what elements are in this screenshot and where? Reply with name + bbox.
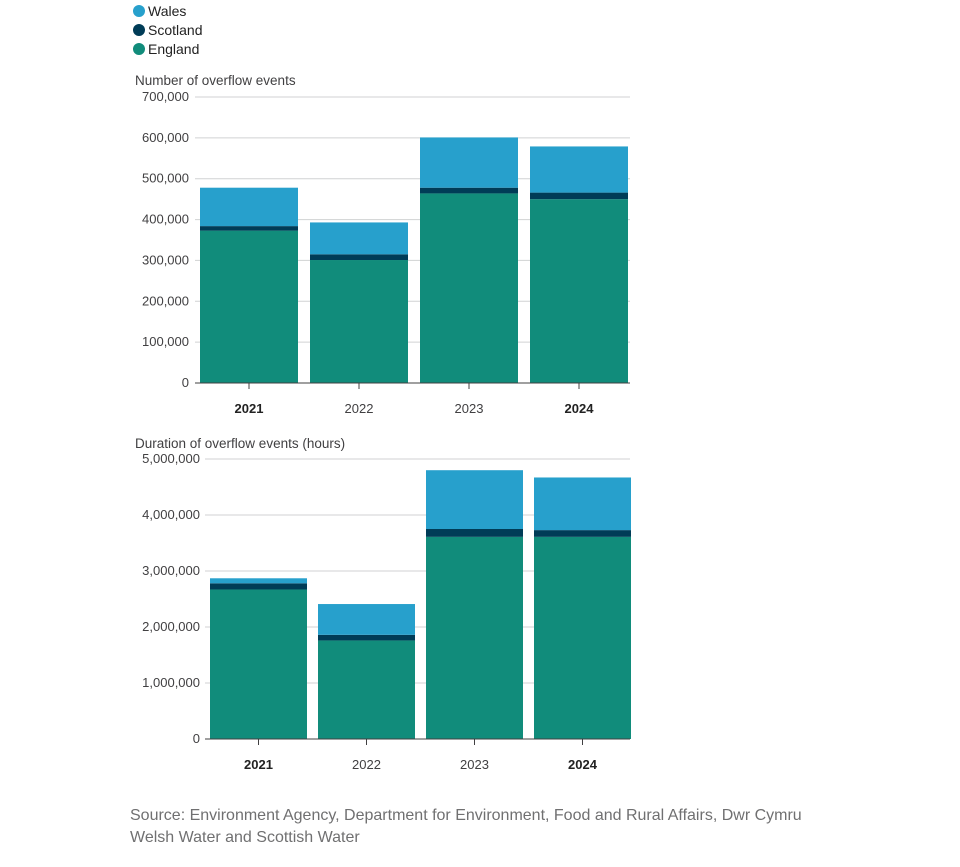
- bar-wales-2021: [210, 578, 307, 584]
- bar-england-2021: [200, 230, 298, 383]
- source-note: Source: Environment Agency, Department f…: [130, 807, 802, 846]
- bar-wales-2023: [426, 470, 523, 529]
- y-tick-label: 3,000,000: [142, 563, 200, 578]
- bar-england-2024: [530, 199, 628, 383]
- legend-item-scotland: Scotland: [133, 20, 202, 39]
- legend-item-wales: Wales: [133, 1, 202, 20]
- bar-england-2024: [534, 536, 631, 739]
- bar-wales-2023: [420, 137, 518, 188]
- y-tick-label: 500,000: [142, 171, 189, 186]
- bar-scotland-2022: [318, 634, 415, 641]
- y-tick-label: 1,000,000: [142, 675, 200, 690]
- bar-scotland-2021: [200, 226, 298, 231]
- bar-scotland-2022: [310, 254, 408, 261]
- bar-scotland-2023: [420, 187, 518, 194]
- legend-swatch-scotland: [133, 23, 145, 36]
- x-tick-label: 2024: [568, 757, 598, 772]
- y-tick-label: 4,000,000: [142, 507, 200, 522]
- chart-title-duration: Duration of overflow events (hours): [135, 436, 346, 451]
- bar-england-2023: [426, 536, 523, 739]
- bar-wales-2021: [200, 187, 298, 227]
- bar-england-2023: [420, 193, 518, 383]
- y-tick-label: 2,000,000: [142, 619, 200, 634]
- bar-england-2022: [310, 260, 408, 383]
- x-tick-label: 2024: [565, 401, 595, 416]
- x-tick-label: 2023: [455, 401, 484, 416]
- x-tick-label: 2021: [244, 757, 273, 772]
- y-tick-label: 300,000: [142, 252, 189, 267]
- y-tick-label: 700,000: [142, 89, 189, 104]
- y-tick-label: 100,000: [142, 334, 189, 349]
- legend-label-england: England: [148, 40, 200, 57]
- legend-item-england: England: [133, 39, 202, 58]
- duration-chart: 0 1,000,000 2,000,000 3,000,000 4,000,000 5,0…: [142, 451, 631, 772]
- y-tick-label: 0: [182, 375, 189, 390]
- bar-wales-2024: [530, 146, 628, 193]
- bar-scotland-2023: [426, 529, 523, 537]
- bar-england-2021: [210, 589, 307, 739]
- x-tick-label: 2023: [460, 757, 489, 772]
- y-tick-label: 200,000: [142, 293, 189, 308]
- bar-wales-2024: [534, 477, 631, 531]
- x-tick-label: 2022: [352, 757, 381, 772]
- chart-title-events: Number of overflow events: [135, 73, 296, 88]
- x-tick-label: 2021: [235, 401, 264, 416]
- bar-wales-2022: [318, 604, 415, 635]
- legend-swatch-wales: [133, 4, 145, 17]
- y-tick-label: 600,000: [142, 130, 189, 145]
- bar-wales-2022: [310, 222, 408, 255]
- bar-scotland-2024: [530, 192, 628, 200]
- bar-scotland-2021: [210, 583, 307, 590]
- y-tick-label: 5,000,000: [142, 451, 200, 466]
- bar-scotland-2024: [534, 530, 631, 537]
- x-tick-label: 2022: [345, 401, 374, 416]
- events-chart: 0 100,000 200,000 300,000 400,000 500,000 600,…: [142, 89, 630, 416]
- y-tick-label: 400,000: [142, 212, 189, 227]
- bar-england-2022: [318, 640, 415, 739]
- legend: Wales Scotland England: [133, 1, 202, 58]
- legend-label-wales: Wales: [148, 2, 187, 19]
- legend-label-scotland: Scotland: [148, 21, 203, 38]
- legend-swatch-england: [133, 42, 145, 55]
- y-tick-label: 0: [193, 731, 200, 746]
